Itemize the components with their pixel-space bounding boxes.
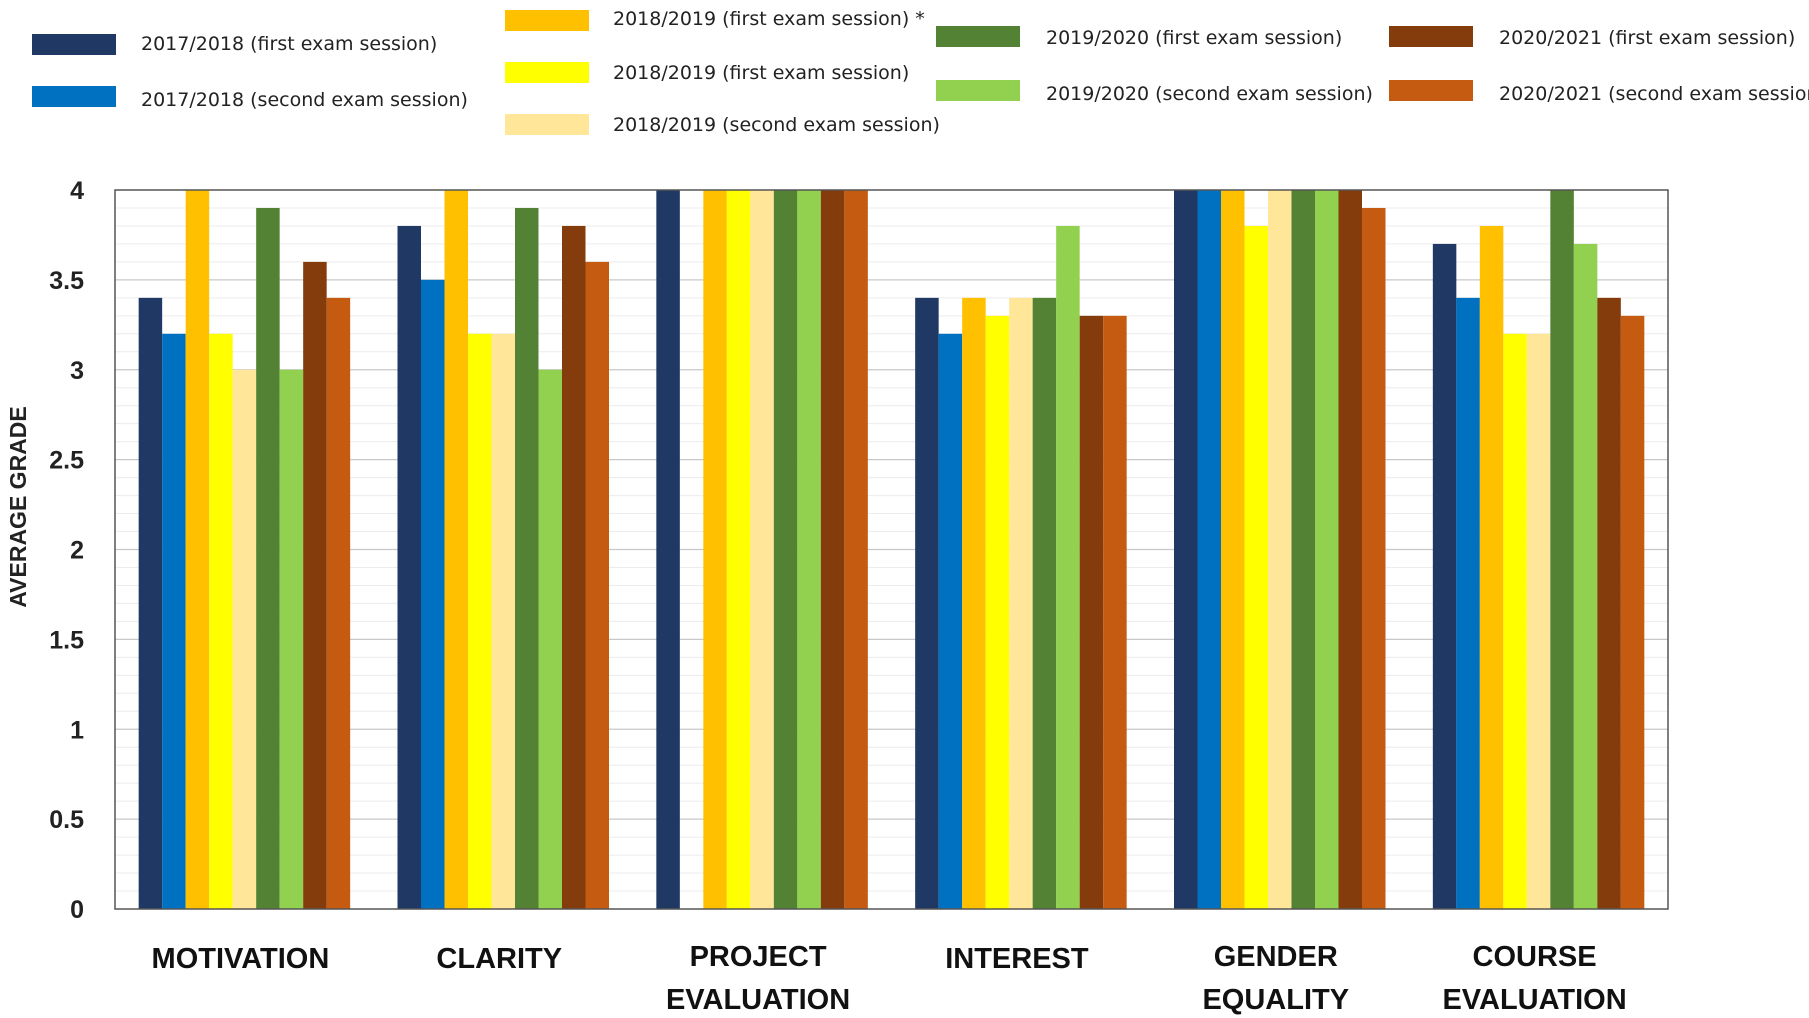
bar — [1432, 243, 1457, 910]
bar — [138, 297, 163, 910]
legend-swatch — [1389, 26, 1473, 47]
bar — [1620, 315, 1645, 909]
y-tick-label: 3 — [70, 357, 84, 385]
legend-label: 2019/2020 (first exam session) — [1046, 27, 1342, 49]
bar — [1315, 190, 1339, 909]
y-tick-label: 2 — [70, 537, 84, 565]
legend-swatch — [936, 26, 1020, 47]
legend-swatch — [505, 62, 589, 83]
gridlines — [115, 207, 1668, 892]
bar — [1573, 243, 1598, 910]
bar — [726, 190, 751, 909]
legend-swatch — [505, 114, 589, 135]
bar — [162, 333, 186, 909]
bar — [797, 190, 821, 909]
y-tick-label: 4 — [70, 177, 84, 205]
bar — [1550, 190, 1574, 909]
y-tick-label: 2.5 — [49, 447, 84, 475]
bar — [538, 369, 562, 909]
y-tick-label: 1 — [70, 716, 84, 744]
y-tick-label: 1.5 — [49, 626, 84, 654]
bar — [421, 279, 445, 909]
category-label: CLARITY — [436, 943, 562, 975]
category-label: PROJECT — [690, 941, 827, 973]
plot-frame — [114, 189, 1669, 910]
bar — [1597, 297, 1621, 910]
bar — [562, 225, 586, 909]
bar — [1526, 333, 1551, 909]
bar — [515, 207, 539, 910]
bar — [773, 190, 798, 909]
y-tick-label: 0.5 — [49, 806, 84, 834]
bar — [1009, 297, 1033, 910]
bar — [185, 190, 210, 909]
bar — [1056, 225, 1080, 909]
legend-swatch — [32, 34, 116, 55]
legend-label: 2018/2019 (first exam session) * — [613, 8, 925, 30]
bar — [1479, 225, 1504, 909]
y-axis-label: AVERAGE GRADE — [5, 406, 31, 608]
y-tick-label: 3.5 — [49, 267, 84, 295]
bar — [1503, 333, 1527, 909]
bar — [656, 190, 680, 909]
bar — [397, 225, 421, 909]
bars — [138, 190, 1645, 910]
bar — [844, 190, 868, 909]
category-label: EQUALITY — [1202, 984, 1349, 1016]
bar — [1174, 190, 1198, 909]
legend-swatch — [32, 86, 116, 107]
bar — [750, 190, 774, 909]
legend-label: 2020/2021 (second exam session) — [1499, 83, 1809, 105]
bar — [232, 369, 257, 909]
category-label: GENDER — [1214, 941, 1338, 973]
category-label: EVALUATION — [666, 984, 850, 1016]
bar — [1291, 190, 1315, 909]
bar — [1338, 190, 1362, 909]
legend-swatch — [505, 10, 589, 31]
legend-label: 2020/2021 (first exam session) — [1499, 27, 1795, 49]
bar — [1032, 297, 1057, 910]
bar — [938, 333, 963, 909]
legend-swatch — [936, 80, 1020, 101]
legend: 2017/2018 (first exam session) 2017/2018 … — [32, 8, 1809, 136]
bar — [585, 261, 609, 909]
legend-label: 2018/2019 (second exam session) — [613, 114, 940, 136]
bar — [468, 333, 492, 909]
legend-label: 2018/2019 (first exam session) — [613, 62, 909, 84]
bar — [444, 190, 468, 909]
bar — [256, 207, 280, 910]
bar — [491, 333, 515, 909]
bar — [1221, 190, 1245, 909]
bar — [326, 297, 351, 910]
legend-label: 2019/2020 (second exam session) — [1046, 83, 1373, 105]
bar — [209, 333, 233, 909]
bar — [985, 315, 1010, 909]
bar — [279, 369, 304, 909]
legend-label: 2017/2018 (first exam session) — [141, 33, 437, 55]
bar — [915, 297, 939, 910]
legend-swatch — [1389, 80, 1473, 101]
y-tick-label: 0 — [70, 896, 84, 924]
category-label: EVALUATION — [1442, 984, 1626, 1016]
bar — [820, 190, 845, 909]
bar — [1456, 297, 1480, 910]
bar — [1079, 315, 1104, 909]
category-label: INTEREST — [945, 943, 1089, 975]
bar — [1103, 315, 1127, 909]
y-axis-ticks: 0 0.5 1 1.5 2 2.5 3 3.5 4 — [49, 177, 84, 924]
bar — [1362, 207, 1386, 910]
bar — [962, 297, 986, 910]
legend-label: 2017/2018 (second exam session) — [141, 89, 468, 111]
bar — [1244, 225, 1268, 909]
bar — [703, 190, 727, 909]
category-labels: MOTIVATION CLARITY PROJECT EVALUATION INTERE… — [152, 941, 1627, 1016]
bar — [1268, 190, 1292, 909]
bar — [303, 261, 327, 909]
category-label: COURSE — [1473, 941, 1597, 973]
bar — [1197, 190, 1221, 909]
category-label: MOTIVATION — [152, 943, 330, 975]
